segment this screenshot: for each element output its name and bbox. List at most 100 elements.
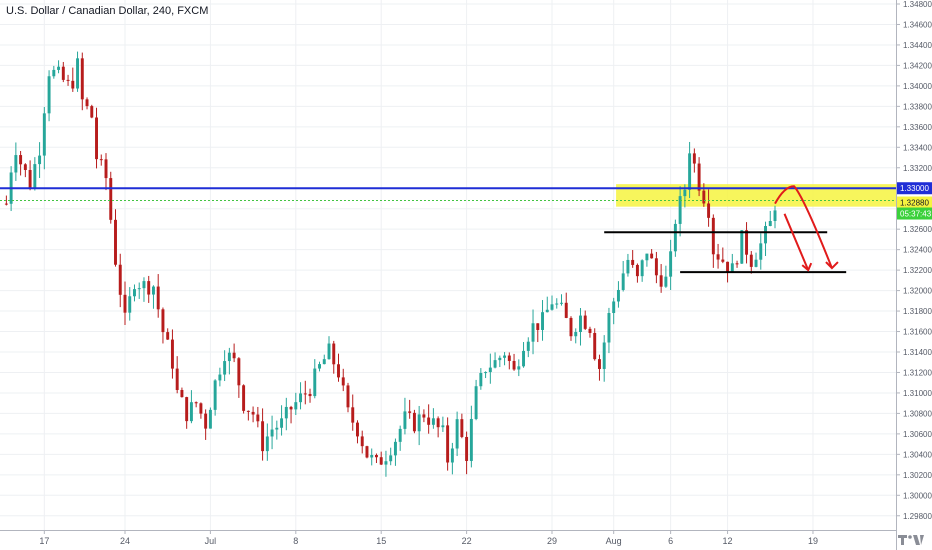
- candle: [161, 307, 165, 344]
- candle-body: [602, 342, 606, 369]
- candle-body: [299, 393, 303, 403]
- candle: [735, 260, 739, 268]
- candle-body: [484, 372, 488, 374]
- candle: [612, 297, 616, 325]
- candle: [412, 409, 416, 434]
- candle: [635, 263, 639, 283]
- x-tick-label: 8: [293, 536, 298, 546]
- candle-body: [441, 425, 445, 428]
- candle: [185, 396, 189, 429]
- candle-body: [522, 350, 526, 367]
- candle: [536, 323, 540, 343]
- candle: [479, 368, 483, 390]
- y-tick-label: 1.30000: [903, 491, 932, 500]
- candle-body: [14, 155, 18, 173]
- candle-body: [460, 419, 464, 437]
- candle-body: [242, 385, 246, 411]
- countdown-badge: 05:37:43: [900, 210, 932, 219]
- candle-body: [507, 355, 511, 361]
- candle: [597, 354, 601, 381]
- candle: [531, 309, 535, 355]
- candle: [142, 277, 146, 302]
- y-tick-label: 1.30600: [903, 430, 932, 439]
- candle-body: [218, 374, 222, 381]
- y-tick-label: 1.31800: [903, 307, 932, 316]
- resistance-price-badge: 1.33000: [900, 184, 929, 193]
- candle-body: [697, 163, 701, 191]
- candle: [588, 326, 592, 338]
- candle: [351, 394, 355, 431]
- candle-body: [626, 259, 630, 274]
- candle: [688, 141, 692, 199]
- candle-body: [735, 263, 739, 265]
- candle-body: [493, 360, 497, 368]
- candle: [754, 252, 758, 268]
- candle-body: [180, 389, 184, 398]
- candle-body: [621, 273, 625, 290]
- candle-body: [4, 203, 8, 205]
- candle-body: [669, 251, 673, 277]
- y-tick-label: 1.32200: [903, 266, 932, 275]
- candle: [256, 406, 260, 428]
- annotation-lines: [0, 185, 896, 274]
- candle: [322, 354, 326, 365]
- candle-body: [612, 301, 616, 314]
- candle-body: [151, 286, 155, 295]
- candle: [764, 221, 767, 257]
- y-tick-label: 1.33400: [903, 143, 932, 152]
- tradingview-logo: [898, 535, 924, 545]
- candle: [398, 425, 402, 451]
- candle-body: [365, 446, 369, 458]
- candle: [4, 195, 8, 206]
- candle: [474, 379, 478, 421]
- candle: [436, 416, 440, 438]
- candle-body: [227, 352, 231, 362]
- candle: [227, 347, 231, 375]
- candle: [484, 371, 488, 379]
- candle: [555, 298, 559, 309]
- candle: [517, 359, 521, 377]
- candle: [47, 70, 51, 122]
- candle: [631, 250, 635, 268]
- candle: [356, 420, 359, 444]
- candle: [745, 222, 749, 264]
- candle: [189, 390, 193, 424]
- candle: [574, 328, 578, 344]
- candle: [460, 413, 464, 439]
- candle-body: [80, 58, 84, 100]
- candle: [80, 52, 84, 111]
- candle-body: [256, 414, 260, 422]
- candle: [560, 294, 563, 306]
- candle-body: [384, 461, 388, 465]
- candle: [180, 387, 184, 398]
- candle-body: [455, 419, 459, 449]
- candle-body: [711, 217, 715, 255]
- candle: [469, 405, 473, 468]
- candle: [85, 97, 89, 110]
- candle-body: [147, 281, 151, 295]
- zone-price-badge: 1.32880: [900, 199, 929, 208]
- candle-body: [374, 455, 378, 458]
- candle-body: [341, 377, 345, 386]
- candle: [71, 67, 75, 92]
- candle: [137, 282, 141, 299]
- candle-body: [204, 413, 208, 429]
- candle: [673, 219, 677, 257]
- candle-body: [346, 385, 350, 408]
- candle-body: [635, 264, 639, 277]
- countdown-badge-bg: [897, 207, 932, 220]
- candle: [99, 154, 103, 166]
- candle: [147, 275, 151, 303]
- candle: [498, 355, 502, 368]
- candle: [299, 382, 303, 410]
- candle: [327, 336, 331, 360]
- candle-body: [185, 397, 189, 422]
- candle: [42, 106, 46, 170]
- candle: [493, 352, 497, 369]
- candle-body: [42, 113, 46, 156]
- candle-body: [393, 441, 397, 456]
- candle-body: [52, 69, 56, 77]
- candle: [294, 392, 298, 416]
- candle-body: [38, 155, 42, 165]
